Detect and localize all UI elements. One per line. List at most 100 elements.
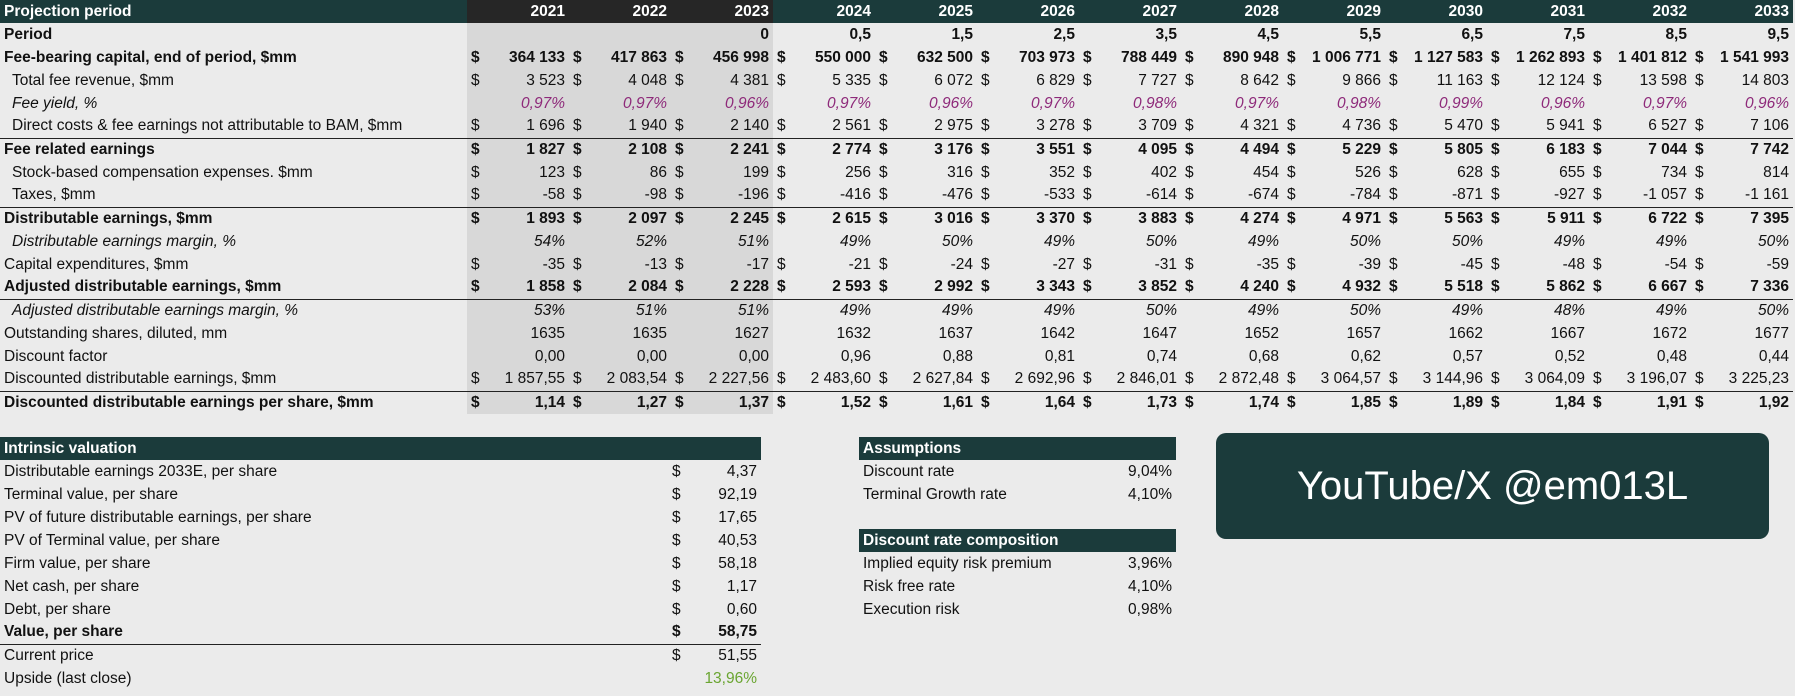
currency: $ [1083, 370, 1092, 388]
cell: $4 048 [569, 69, 671, 92]
year: 2027 [1079, 0, 1181, 23]
value: -39 [1358, 255, 1381, 273]
cell: $11 163 [1385, 69, 1487, 92]
cell: $3 064,57 [1283, 368, 1385, 391]
currency: $ [573, 255, 582, 273]
cell-content: $1 541 993 [1695, 49, 1789, 67]
year: 2030 [1385, 0, 1487, 23]
value: 1635 [530, 324, 565, 342]
cell: $ -533 [977, 184, 1079, 207]
currency: $ [879, 140, 888, 158]
value: 0,97% [1235, 94, 1279, 112]
value: 49% [1553, 232, 1585, 250]
cell-content: 0,96% [1491, 95, 1585, 113]
value: 6 183 [1546, 140, 1585, 158]
cell: $2 227,56 [671, 368, 773, 391]
value: 417 863 [610, 48, 667, 66]
value: 50% [1757, 232, 1789, 250]
value: -476 [941, 186, 973, 204]
cell-content: 0,00 [675, 348, 769, 366]
cell-content: $1 127 583 [1389, 49, 1483, 67]
cell-content: 0,57 [1389, 348, 1483, 366]
row: Value, per share $58,75 [0, 621, 761, 644]
currency: $ [1389, 255, 1398, 273]
value: 7 044 [1648, 140, 1687, 158]
cell: $4 381 [671, 69, 773, 92]
value: 0,48 [1656, 347, 1687, 365]
currency: $ [1695, 278, 1704, 296]
value: 1,27 [636, 393, 667, 411]
currency: $ [1695, 163, 1704, 181]
cell-content: $199 [675, 164, 769, 182]
cell: $4 321 [1181, 115, 1283, 138]
row-label: Capital expenditures, $mm [4, 255, 189, 273]
cell-content: 0,98% [1287, 95, 1381, 113]
cell: $4 971 [1283, 206, 1385, 230]
currency: $ [1593, 370, 1602, 388]
cell-content: 8,5 [1593, 26, 1687, 44]
value: 50% [1349, 301, 1381, 319]
cell: $2 083,54 [569, 368, 671, 391]
value: 1,84 [1554, 393, 1585, 411]
cell-content: 1635 [471, 325, 565, 343]
value: 5 229 [1342, 140, 1381, 158]
cell: $ -39 [1283, 253, 1385, 276]
cell: $2 846,01 [1079, 368, 1181, 391]
value: 5 518 [1444, 278, 1483, 296]
value: 52% [635, 232, 667, 250]
cell: $4 095 [1079, 137, 1181, 161]
cell-content: $ -98 [573, 186, 667, 204]
currency: $ [471, 278, 480, 296]
row: Debt, per share $0,60 [0, 598, 761, 621]
cell: 1652 [1181, 322, 1283, 345]
value: 9 866 [1342, 71, 1381, 89]
value: 890 948 [1222, 48, 1279, 66]
currency: $ [1185, 370, 1194, 388]
cell: $1 893 [467, 206, 569, 230]
cell: $890 948 [1181, 46, 1283, 69]
currency: $ [573, 278, 582, 296]
year: 2032 [1589, 0, 1691, 23]
value: 0,97% [1643, 94, 1687, 112]
value: 402 [1151, 163, 1177, 181]
cell: $2 774 [773, 137, 875, 161]
cell-content: $ -674 [1185, 186, 1279, 204]
currency: $ [1083, 255, 1092, 273]
currency: $ [1695, 370, 1704, 388]
value: 4 736 [1342, 117, 1381, 135]
cell: 0,48 [1589, 345, 1691, 368]
cell: 1642 [977, 322, 1079, 345]
value: 0,68 [1248, 347, 1279, 365]
year: 2024 [773, 0, 875, 23]
currency: $ [1491, 255, 1500, 273]
year: 2033 [1691, 0, 1793, 23]
cell-content: $2 108 [573, 141, 667, 159]
currency: $ [777, 209, 786, 227]
cell: $3 196,07 [1589, 368, 1691, 391]
value: 48% [1553, 301, 1585, 319]
value: 3 551 [1036, 140, 1075, 158]
value: 364 133 [508, 48, 565, 66]
cell: $3 064,09 [1487, 368, 1589, 391]
cell-content: $9 866 [1287, 72, 1381, 90]
cell: 50% [1691, 230, 1793, 253]
cell-content: 0,81 [981, 348, 1075, 366]
currency: $ [1287, 393, 1296, 411]
currency: $ [1287, 117, 1296, 135]
row-label: Value, per share [4, 623, 123, 641]
row: Upside (last close) 13,96% [0, 667, 761, 690]
cell: $316 [875, 161, 977, 184]
cell-content: $3 144,96 [1389, 370, 1483, 388]
cell: $123 [467, 161, 569, 184]
value: 0,00 [636, 347, 667, 365]
currency: $ [573, 393, 582, 411]
header-row: Discount rate composition [859, 529, 1176, 552]
value: 2 846,01 [1116, 370, 1177, 388]
cell: 49% [773, 230, 875, 253]
cell-content: $7 742 [1695, 141, 1789, 159]
cell: 0,5 [773, 23, 875, 46]
cell: 1635 [569, 322, 671, 345]
value: 51% [737, 301, 769, 319]
currency: $ [1593, 255, 1602, 273]
value: 7 727 [1138, 71, 1177, 89]
